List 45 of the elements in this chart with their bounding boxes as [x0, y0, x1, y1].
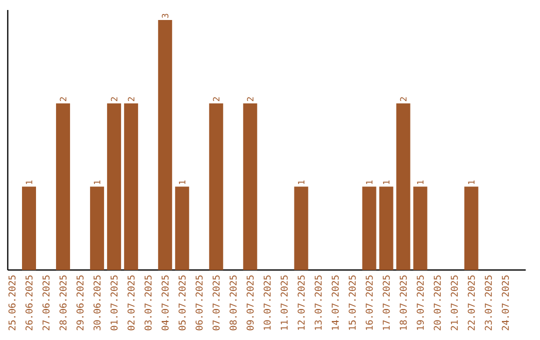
- x-tick-label: 09.07.2025: [246, 275, 254, 330]
- x-tick-label: 22.07.2025: [468, 275, 475, 330]
- data-label: 2: [110, 97, 118, 102]
- data-label: 1: [94, 180, 100, 184]
- data-label: 1: [366, 180, 372, 184]
- x-tick-label: 23.07.2025: [484, 275, 492, 330]
- data-label: 1: [383, 180, 390, 184]
- data-label: 1: [178, 180, 186, 184]
- x-tick-label: 18.07.2025: [400, 275, 407, 330]
- x-tick-label: 15.07.2025: [348, 275, 356, 330]
- x-tick-label: 02.07.2025: [128, 275, 135, 330]
- x-tick-label: 06.07.2025: [196, 275, 203, 330]
- x-tick-label: 08.07.2025: [230, 275, 237, 330]
- x-tick-label: 24.07.2025: [502, 275, 509, 330]
- data-label: 2: [246, 97, 254, 102]
- x-tick-label: 07.07.2025: [212, 275, 220, 330]
- x-tick-label: 21.07.2025: [450, 275, 458, 330]
- x-tick-label: 27.06.2025: [42, 275, 50, 330]
- x-tick-label: 17.07.2025: [382, 275, 390, 330]
- x-tick-label: 12.07.2025: [298, 275, 305, 330]
- x-tick-label: 10.07.2025: [264, 275, 271, 330]
- data-label: 1: [26, 180, 32, 184]
- x-tick-label: 30.06.2025: [94, 275, 101, 330]
- x-tick-label: 16.07.2025: [366, 275, 373, 330]
- x-tick-label: 26.06.2025: [25, 275, 33, 330]
- data-label: 1: [417, 180, 424, 184]
- x-tick-label: 28.06.2025: [60, 275, 67, 330]
- x-tick-label: 01.07.2025: [110, 275, 118, 330]
- data-label: 1: [468, 180, 474, 184]
- x-tick-label: 05.07.2025: [178, 275, 186, 330]
- data-label: 3: [162, 14, 168, 18]
- x-tick-label: 20.07.2025: [434, 275, 441, 330]
- data-label: 2: [400, 97, 406, 102]
- x-tick-label: 11.07.2025: [280, 275, 288, 330]
- data-label: 2: [128, 97, 134, 102]
- x-tick-label: 19.07.2025: [416, 275, 424, 330]
- data-label: 2: [60, 97, 66, 102]
- x-tick-label: 03.07.2025: [144, 275, 152, 330]
- data-label: 1: [298, 180, 304, 184]
- data-label: 2: [212, 97, 220, 102]
- x-tick-label: 13.07.2025: [314, 275, 322, 330]
- x-tick-label: 29.06.2025: [76, 275, 84, 330]
- x-tick-label: 14.07.2025: [332, 275, 339, 330]
- x-tick-label: 04.07.2025: [162, 275, 169, 330]
- x-tick-label: 25.06.2025: [8, 275, 16, 330]
